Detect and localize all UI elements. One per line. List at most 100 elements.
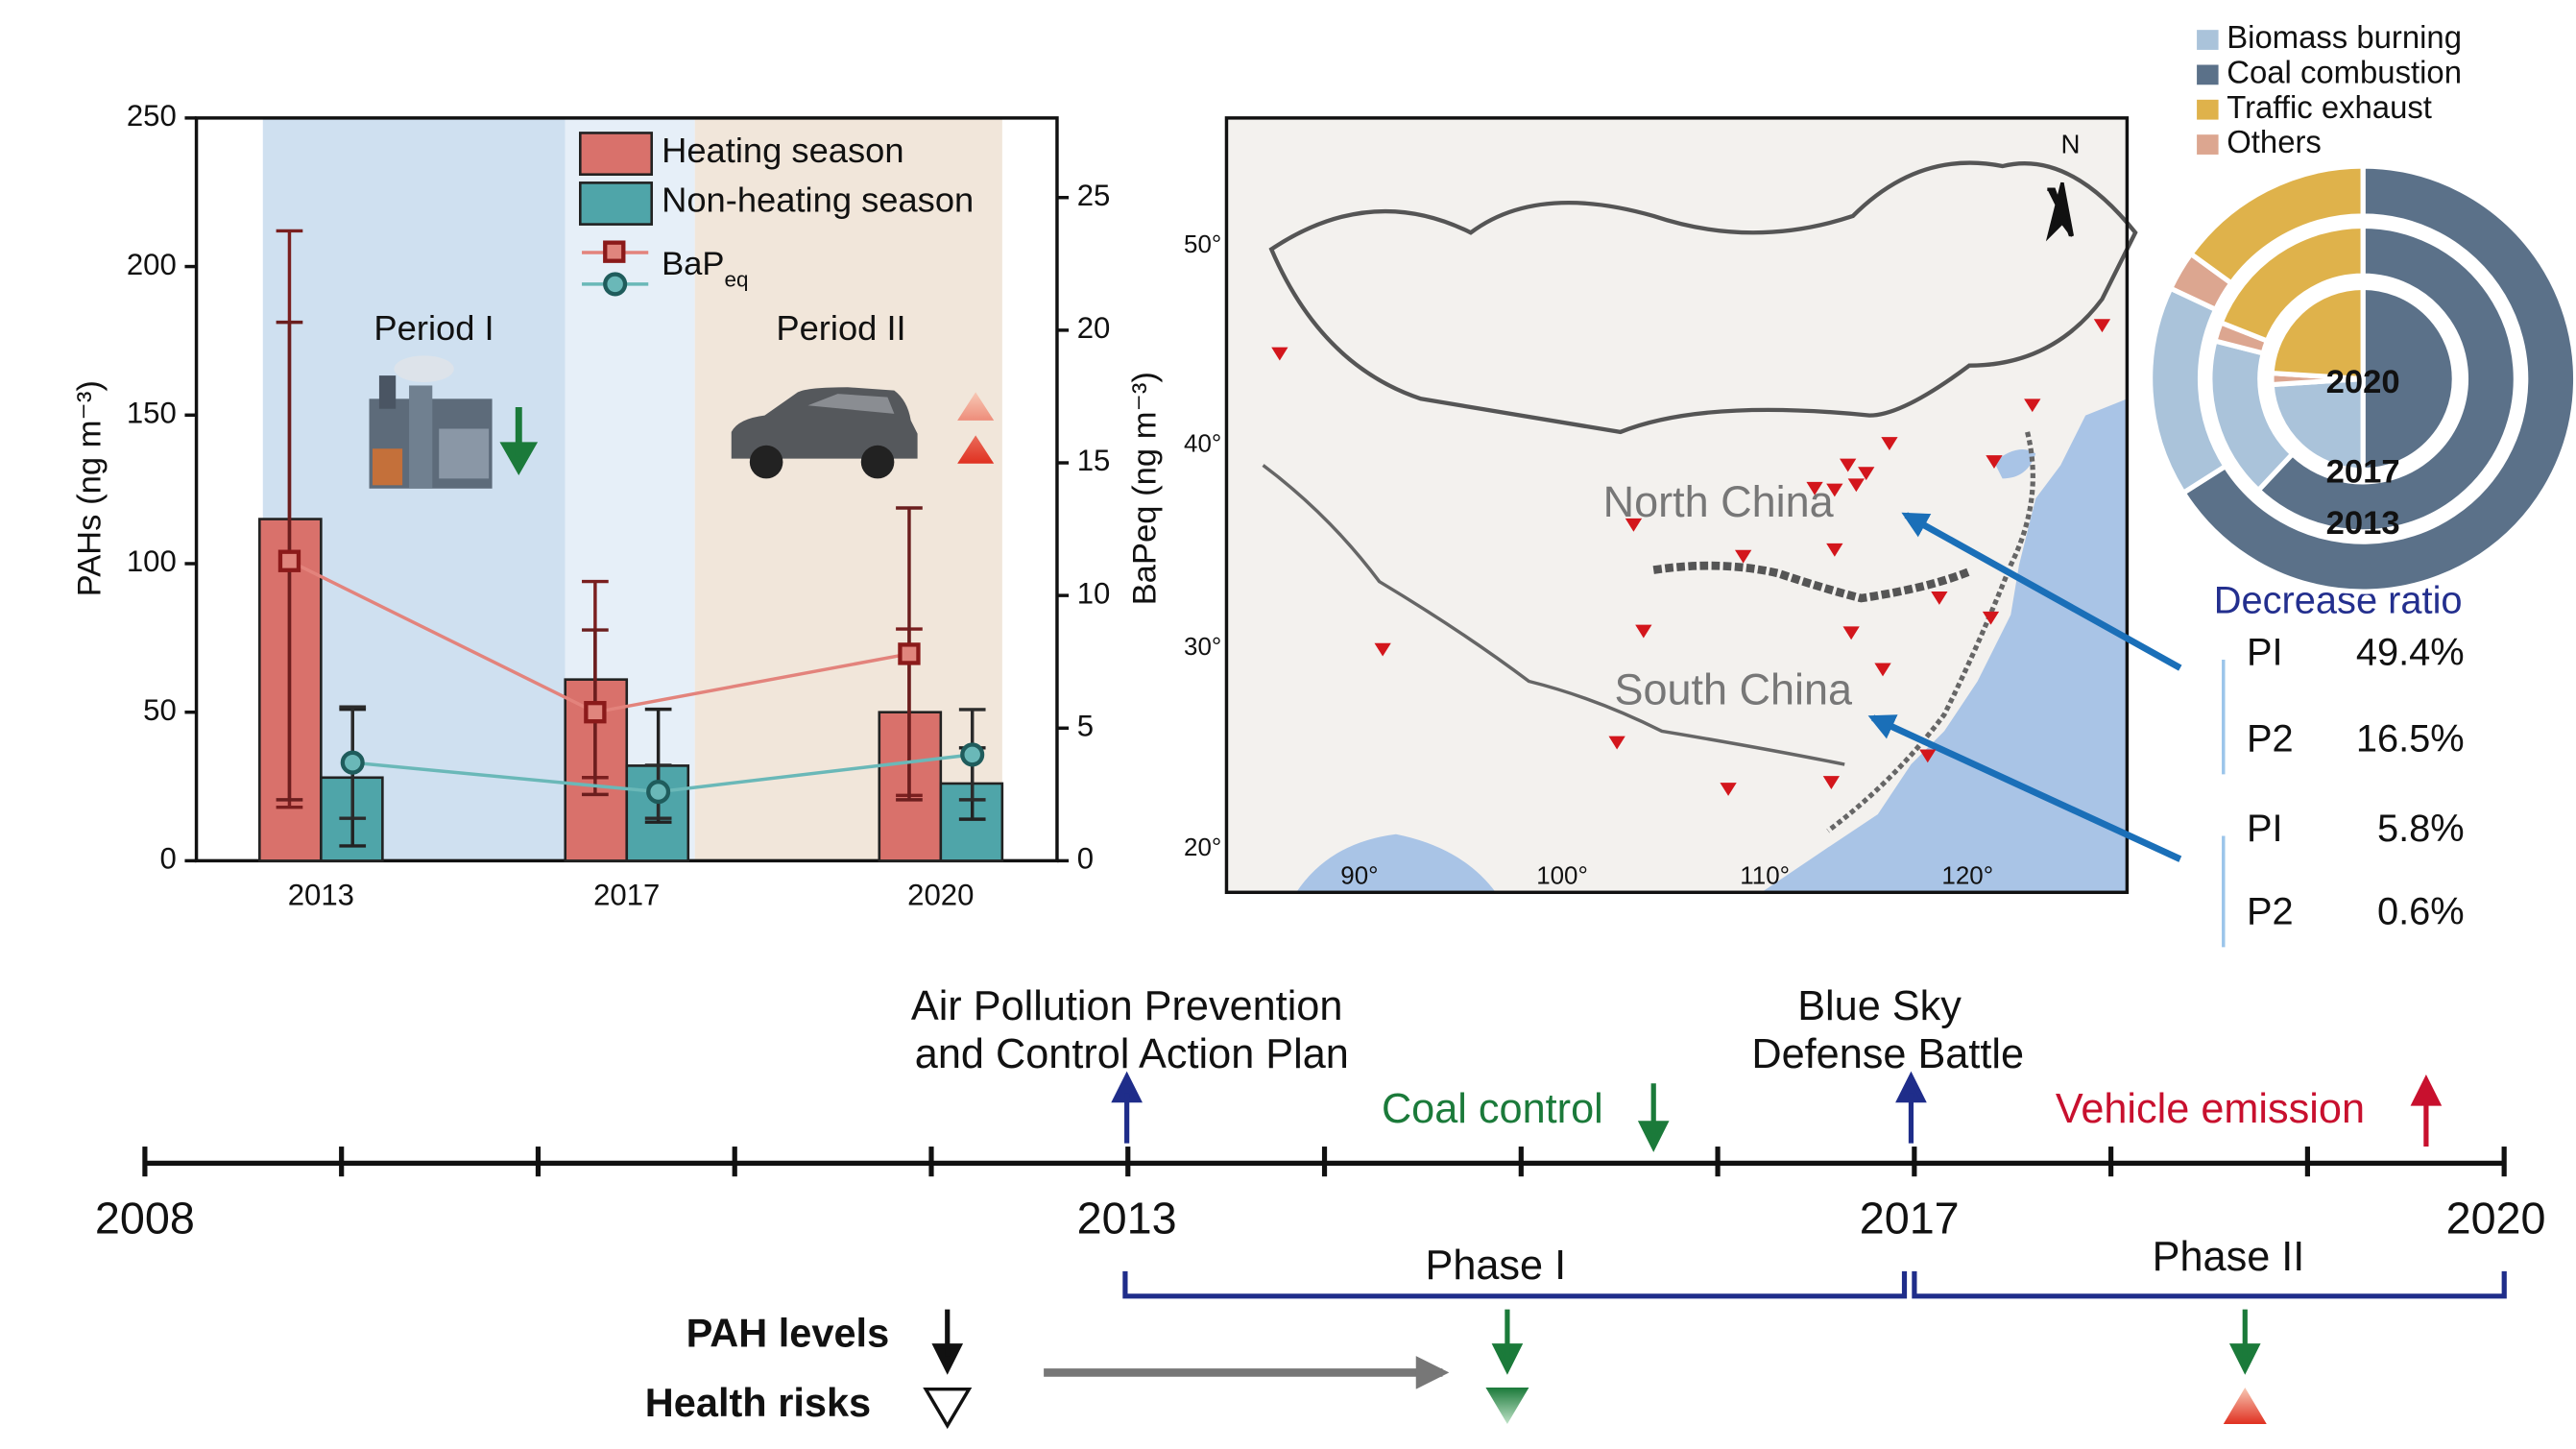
ratio-value: 5.8% (2377, 808, 2465, 850)
y2-tick-label: 15 (1077, 444, 1111, 477)
map-border (1262, 464, 1845, 766)
donut-segment (2179, 163, 2576, 594)
legend-label: Traffic exhaust (2227, 89, 2432, 125)
site-marker (1986, 455, 2003, 470)
ratio-label: P2 (2247, 890, 2294, 932)
legend-marker (603, 272, 628, 297)
policy-arrow (1111, 1071, 1927, 1144)
ring-label: 2013 (2326, 505, 2400, 542)
y2-axis-label: BaPeq (ng m⁻³) (1127, 372, 1164, 605)
marker (960, 742, 985, 767)
y2-tick-label: 10 (1077, 576, 1111, 610)
ratio-label: PI (2247, 631, 2283, 673)
marker (340, 750, 365, 775)
legend-swatch (2197, 134, 2219, 155)
legend-label: Non-heating season (662, 181, 974, 220)
lon-label: 120° (1941, 863, 1993, 890)
factory-icon (369, 355, 493, 489)
site-marker (1720, 783, 1737, 796)
legend-label-sub: eq (725, 267, 749, 291)
site-marker (1931, 592, 1948, 605)
legend-label: Biomass burning (2227, 19, 2462, 55)
legend-swatch (2197, 99, 2219, 120)
site-marker (2093, 319, 2111, 333)
y-tick-label: 0 (159, 842, 176, 876)
measure-label: Vehicle emission (2056, 1086, 2365, 1132)
pointer-arrow (1867, 714, 2182, 862)
legend-label: Coal combustion (2227, 55, 2462, 90)
site-marker (1842, 626, 1860, 640)
measure-label: Coal control (1382, 1086, 1603, 1132)
site-marker (1822, 776, 1841, 789)
site-marker (1806, 481, 1823, 495)
donut-segment (2187, 163, 2366, 287)
y-axis-label: PAHs (ng m⁻³) (72, 380, 108, 596)
down-arrow (499, 406, 539, 475)
north-label: N (2061, 130, 2081, 159)
marker (584, 701, 607, 724)
y-tick-label: 200 (127, 248, 177, 281)
site-marker (1874, 663, 1891, 677)
up-triangles (957, 392, 995, 464)
lat-label: 40° (1184, 431, 1221, 458)
ratio-value: 0.6% (2377, 890, 2465, 932)
decoration (372, 448, 403, 486)
decoration (807, 394, 895, 414)
policy-label: Blue Sky (1797, 983, 1962, 1029)
map-border (1268, 160, 2138, 435)
legend-label: Heating season (662, 131, 903, 170)
site-marker (1982, 611, 2000, 625)
legend-swatch (2197, 64, 2219, 85)
site-marker (2024, 398, 2041, 413)
ratio-label: P2 (2247, 717, 2294, 760)
ratio-label: PI (2247, 808, 2283, 850)
decoration (409, 385, 433, 489)
map-sea (1761, 398, 2128, 893)
site-marker (1881, 437, 1898, 450)
lat-label: 20° (1184, 834, 1221, 861)
lon-label: 110° (1740, 863, 1790, 890)
site-marker (1635, 624, 1652, 639)
site-marker (1625, 518, 1643, 532)
legend-marker (603, 240, 626, 263)
site-marker (1374, 642, 1391, 657)
site-marker (1735, 549, 1752, 564)
pointer-arrow (1901, 512, 2182, 671)
region-label: South China (1614, 665, 1853, 714)
phase-bracket (1122, 1270, 2507, 1299)
year-label: 2020 (2446, 1193, 2546, 1243)
lon-label: 100° (1536, 863, 1588, 890)
up-arrow (2410, 1075, 2443, 1147)
year-label: 2017 (1860, 1193, 1960, 1243)
ratio-value: 16.5% (2356, 717, 2465, 760)
decoration (439, 428, 490, 479)
north-arrow (2045, 181, 2074, 242)
x-tick-label: 2013 (288, 879, 354, 912)
site-marker (1840, 458, 1857, 472)
lat-label: 30° (1184, 634, 1221, 661)
y-tick-label: 150 (127, 396, 177, 429)
region-label: North China (1603, 477, 1835, 526)
decoration (860, 445, 895, 479)
donut-segment (2254, 223, 2518, 535)
marker (277, 549, 301, 572)
legend-label-main: BaP (662, 246, 724, 282)
down-triangle (1485, 1387, 1529, 1425)
ring-label: 2017 (2326, 453, 2400, 490)
site-marker (1271, 347, 1288, 361)
down-arrow (931, 1309, 964, 1375)
up-triangle (2223, 1387, 2267, 1425)
period-bg (694, 117, 1002, 861)
x-tick-label: 2017 (593, 879, 660, 912)
annotation: Period I (373, 308, 494, 348)
legend-label: Others (2227, 124, 2322, 159)
legend-swatch (2197, 30, 2219, 50)
donut-segment (2269, 375, 2366, 473)
y2-tick-label: 5 (1077, 709, 1094, 742)
year-label: 2008 (95, 1193, 195, 1243)
donut-segment (2217, 223, 2366, 345)
decoration (749, 445, 783, 479)
coastline (1826, 431, 2035, 833)
site-marker (1847, 478, 1865, 493)
